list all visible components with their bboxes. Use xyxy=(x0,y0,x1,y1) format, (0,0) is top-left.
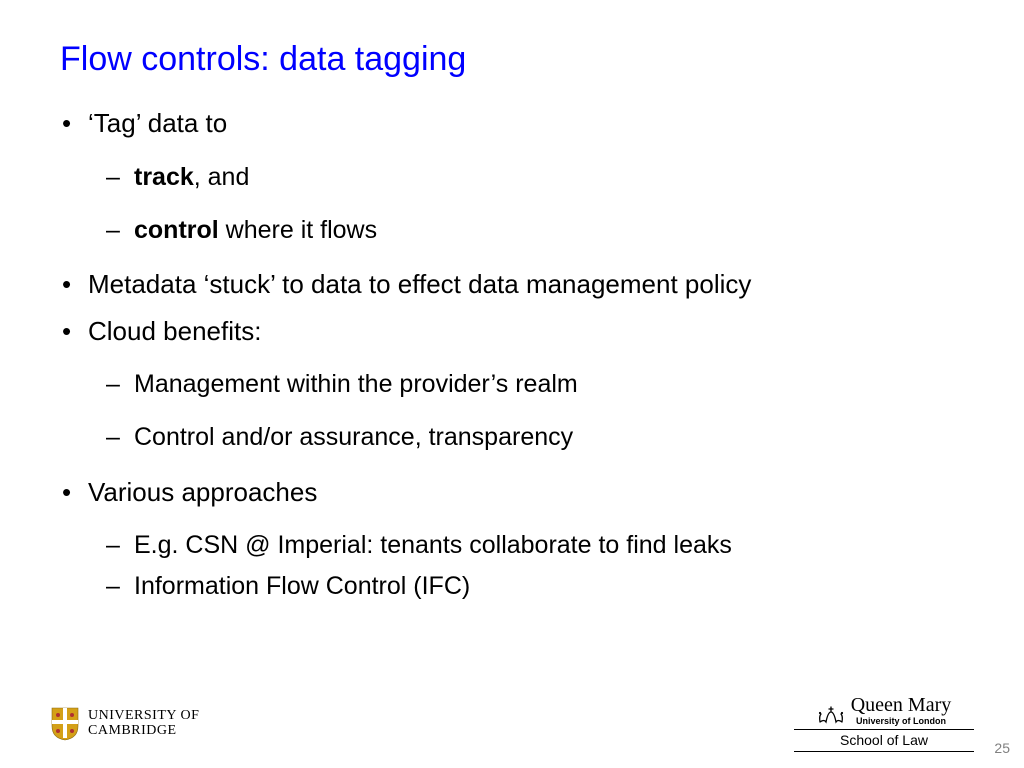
sub-item: Management within the provider’s realm xyxy=(134,369,964,400)
sub-item: Control and/or assurance, transparency xyxy=(134,422,964,453)
plain-text: , and xyxy=(194,163,250,191)
qmul-subtitle: University of London xyxy=(851,716,952,726)
bold-text: track xyxy=(134,163,194,191)
cambridge-line1: UNIVERSITY OF xyxy=(88,709,199,724)
qmul-name: Queen Mary xyxy=(851,694,952,717)
slide: Flow controls: data tagging ‘Tag’ data t… xyxy=(0,0,1024,768)
cambridge-crest-icon xyxy=(50,706,80,742)
bullet-item: ‘Tag’ data to track, and control where i… xyxy=(88,107,964,246)
qmul-name-block: Queen Mary University of London xyxy=(851,694,952,726)
sub-list: Management within the provider’s realm C… xyxy=(88,369,964,454)
cambridge-line2: CAMBRIDGE xyxy=(88,724,199,739)
sub-item: track, and xyxy=(134,162,964,193)
sub-list: E.g. CSN @ Imperial: tenants collaborate… xyxy=(88,530,964,603)
bullet-item: Cloud benefits: Management within the pr… xyxy=(88,315,964,454)
bullet-list: ‘Tag’ data to track, and control where i… xyxy=(60,107,964,603)
slide-title: Flow controls: data tagging xyxy=(60,40,964,79)
slide-footer: UNIVERSITY OF CAMBRIDGE Queen Mary Unive… xyxy=(0,680,1024,760)
qmul-logo: Queen Mary University of London School o… xyxy=(794,694,974,754)
sub-item: E.g. CSN @ Imperial: tenants collaborate… xyxy=(134,530,964,561)
bullet-text: Various approaches xyxy=(88,477,317,507)
page-number: 25 xyxy=(994,740,1010,756)
bullet-item: Metadata ‘stuck’ to data to effect data … xyxy=(88,268,964,301)
plain-text: where it flows xyxy=(219,216,377,244)
divider xyxy=(794,729,974,730)
qmul-school: School of Law xyxy=(794,732,974,748)
bold-text: control xyxy=(134,216,219,244)
qmul-top-row: Queen Mary University of London xyxy=(794,694,974,726)
sub-item: Information Flow Control (IFC) xyxy=(134,571,964,602)
cambridge-logo: UNIVERSITY OF CAMBRIDGE xyxy=(50,706,199,742)
sub-item: control where it flows xyxy=(134,215,964,246)
bullet-text: Cloud benefits: xyxy=(88,316,261,346)
bullet-text: ‘Tag’ data to xyxy=(88,108,227,138)
bullet-item: Various approaches E.g. CSN @ Imperial: … xyxy=(88,476,964,603)
sub-list: track, and control where it flows xyxy=(88,162,964,247)
divider xyxy=(794,751,974,752)
crown-icon xyxy=(817,704,845,726)
cambridge-text: UNIVERSITY OF CAMBRIDGE xyxy=(88,709,199,738)
